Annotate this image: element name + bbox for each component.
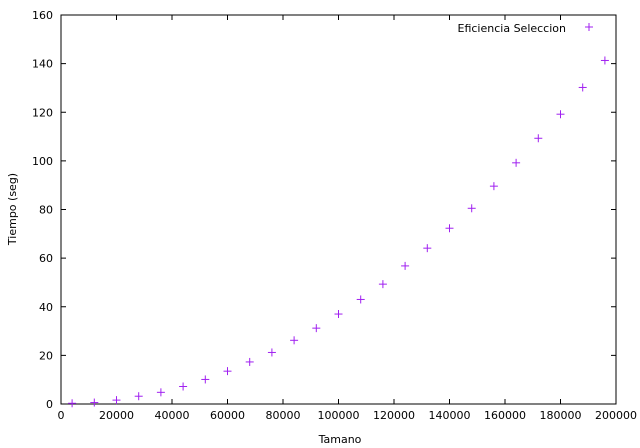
x-tick-label: 140000 <box>429 409 471 422</box>
x-tick-label: 160000 <box>484 409 526 422</box>
data-point <box>556 110 565 119</box>
data-point <box>600 56 609 65</box>
x-tick-label: 20000 <box>99 409 134 422</box>
data-point <box>245 357 254 366</box>
y-tick-label: 40 <box>39 301 53 314</box>
x-tick-label: 0 <box>58 409 65 422</box>
legend-marker <box>585 23 593 31</box>
x-tick-label: 200000 <box>595 409 637 422</box>
axis-tick-labels: 0 20000 40000 60000 80000 100000 120000 140000 1… <box>32 9 637 422</box>
y-tick-label: 100 <box>32 155 53 168</box>
data-point <box>445 224 454 233</box>
x-tick-label: 60000 <box>210 409 245 422</box>
y-tick-label: 160 <box>32 9 53 22</box>
data-point <box>578 83 587 92</box>
y-tick-label: 20 <box>39 349 53 362</box>
data-point <box>401 261 410 270</box>
data-point <box>134 392 143 401</box>
data-point <box>223 367 232 376</box>
legend-label: Eficiencia Seleccion <box>458 22 567 35</box>
data-points <box>68 56 609 408</box>
data-point <box>179 382 188 391</box>
data-point <box>334 310 343 319</box>
plot-frame <box>60 14 617 405</box>
x-tick-label: 180000 <box>540 409 582 422</box>
y-tick-label: 60 <box>39 252 53 265</box>
legend: Eficiencia Seleccion <box>458 22 593 35</box>
data-point <box>201 375 210 384</box>
x-tick-label: 100000 <box>318 409 360 422</box>
y-tick-label: 120 <box>32 106 53 119</box>
x-axis-title: Tamano <box>318 433 362 446</box>
data-point <box>156 388 165 397</box>
y-tick-label: 0 <box>46 398 53 411</box>
data-point <box>112 396 121 405</box>
data-point <box>489 182 498 191</box>
data-point <box>467 204 476 213</box>
x-tick-label: 120000 <box>373 409 415 422</box>
data-point <box>378 280 387 289</box>
data-point <box>356 295 365 304</box>
data-point <box>312 324 321 333</box>
data-point <box>267 348 276 357</box>
y-tick-label: 140 <box>32 58 53 71</box>
data-point <box>68 399 77 408</box>
data-point <box>534 134 543 143</box>
y-tick-label: 80 <box>39 204 53 217</box>
x-tick-label: 40000 <box>155 409 190 422</box>
data-point <box>90 398 99 407</box>
axis-ticks <box>60 14 617 405</box>
x-tick-label: 80000 <box>266 409 301 422</box>
data-point <box>423 244 432 253</box>
data-point <box>290 336 299 345</box>
legend-marker-symbol <box>585 23 593 31</box>
y-axis-title: Tiempo (seg) <box>6 173 19 246</box>
data-point <box>512 158 521 167</box>
